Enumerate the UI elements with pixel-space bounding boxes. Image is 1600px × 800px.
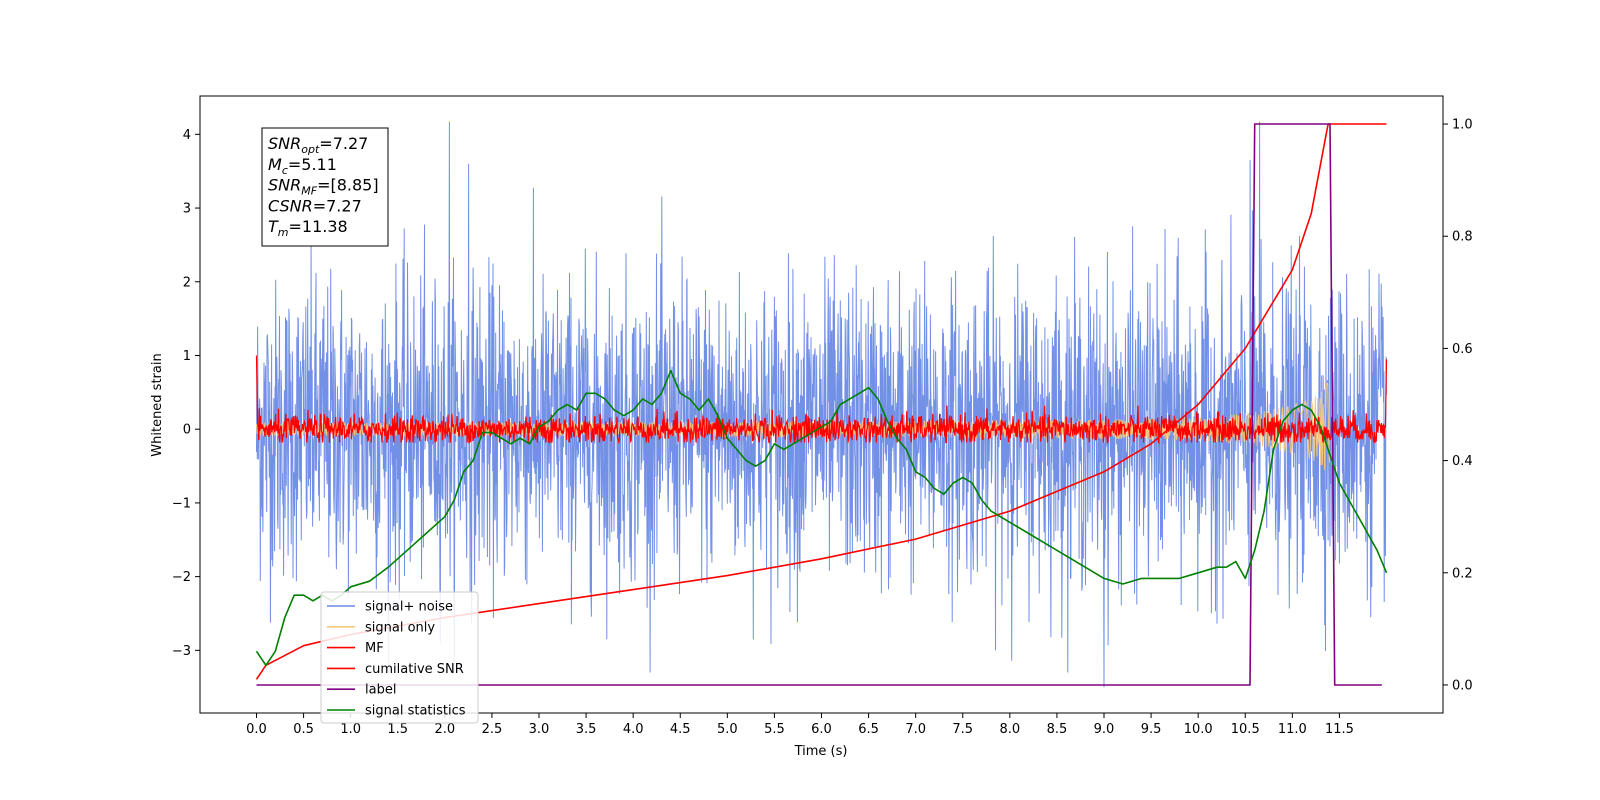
annotation-value: =7.27 (319, 134, 368, 153)
y-tick-label: −1 (172, 496, 191, 511)
x-tick-label: 11.5 (1325, 722, 1354, 737)
series-signal-statistics (255, 369, 1388, 667)
annotation-line: Tm=11.38 (268, 217, 348, 239)
annotation-symbol: CSNR (268, 196, 313, 215)
annotation-subscript: c (282, 164, 288, 177)
x-tick-label: 9.5 (1141, 722, 1162, 737)
x-tick-label: 0.0 (246, 722, 267, 737)
x-tick-label: 11.0 (1278, 722, 1307, 737)
y2-tick-label: 0.0 (1452, 678, 1473, 693)
annotation-symbol: T (268, 217, 279, 236)
x-tick-label: 5.5 (764, 722, 785, 737)
y2-tick-label: 0.8 (1452, 230, 1473, 245)
series-label (256, 123, 1382, 686)
x-tick-label: 3.0 (529, 722, 550, 737)
x-tick-label: 4.5 (670, 722, 691, 737)
x-tick-label: 7.0 (905, 722, 926, 737)
x-tick-label: 8.0 (999, 722, 1020, 737)
y-tick-label: 2 (183, 275, 191, 290)
x-tick-label: 2.0 (434, 722, 455, 737)
x-tick-label: 0.5 (293, 722, 314, 737)
x-tick-label: 1.5 (387, 722, 408, 737)
x-axis-label: Time (s) (794, 744, 848, 759)
legend-label: cumilative SNR (365, 662, 464, 677)
y-axis-label: Whitened strain (150, 353, 165, 456)
y-tick-label: −2 (172, 570, 191, 585)
annotation-value: =5.11 (288, 155, 337, 174)
x-tick-label: 5.0 (717, 722, 738, 737)
y-tick-label: 1 (183, 349, 191, 364)
annotation-symbol: M (268, 155, 282, 174)
y-tick-label: 3 (183, 202, 191, 217)
annotation-subscript: opt (301, 143, 320, 156)
annotation-symbol: SNR (268, 176, 301, 195)
y2-tick-label: 1.0 (1452, 118, 1473, 133)
y2-tick-label: 0.4 (1452, 454, 1473, 469)
annotation-line: CSNR=7.27 (268, 196, 362, 215)
x-axis: 0.0 0.5 1.0 1.5 2.0 2.5 3.0 3.5 4.0 4.5 5.0 5.5 6.0 6… (246, 713, 1354, 737)
y2-tick-label: 0.6 (1452, 342, 1473, 357)
legend-label: signal+ noise (365, 600, 453, 615)
series-mf (255, 355, 1388, 445)
annotation-line: SNRopt=7.27 (268, 134, 368, 156)
annotation-subscript: MF (301, 185, 317, 198)
legend-frame (320, 591, 479, 724)
x-tick-label: 6.0 (811, 722, 832, 737)
annotation-line: SNRMF=[8.85] (268, 176, 379, 198)
annotation-frame (261, 127, 389, 247)
x-tick-label: 3.5 (576, 722, 597, 737)
y-axis-right: 0.0 0.2 0.4 0.6 0.8 1.0 (1443, 118, 1473, 693)
legend-label: label (365, 683, 396, 698)
y-tick-label: −3 (172, 644, 191, 659)
legend-label: signal statistics (365, 704, 466, 719)
y2-tick-label: 0.2 (1452, 566, 1473, 581)
x-tick-label: 9.0 (1094, 722, 1115, 737)
y-axis-left: −3 −2 −1 0 1 2 3 4 (172, 128, 200, 659)
x-tick-label: 8.5 (1047, 722, 1068, 737)
annotation-symbol: SNR (268, 134, 301, 153)
x-tick-label: 4.0 (623, 722, 644, 737)
x-tick-label: 10.5 (1231, 722, 1260, 737)
annotation-value: =7.27 (313, 196, 362, 215)
y-tick-label: 0 (183, 423, 191, 438)
x-tick-label: 6.5 (858, 722, 879, 737)
legend-label: signal only (365, 620, 435, 635)
x-tick-label: 1.0 (340, 722, 361, 737)
annotation-value: =[8.85] (317, 176, 379, 195)
y-tick-label: 4 (183, 128, 191, 143)
legend: signal+ noise signal only MF cumilative SNR… (320, 591, 479, 724)
annotation-box: SNRopt=7.27Mc=5.11SNRMF=[8.85]CSNR=7.27T… (261, 127, 389, 247)
x-tick-label: 2.5 (482, 722, 503, 737)
annotation-value: =11.38 (289, 217, 348, 236)
x-tick-label: 7.5 (952, 722, 973, 737)
x-tick-label: 10.0 (1184, 722, 1213, 737)
legend-label: MF (365, 641, 384, 656)
annotation-line: Mc=5.11 (268, 155, 337, 177)
annotation-subscript: m (278, 226, 289, 239)
